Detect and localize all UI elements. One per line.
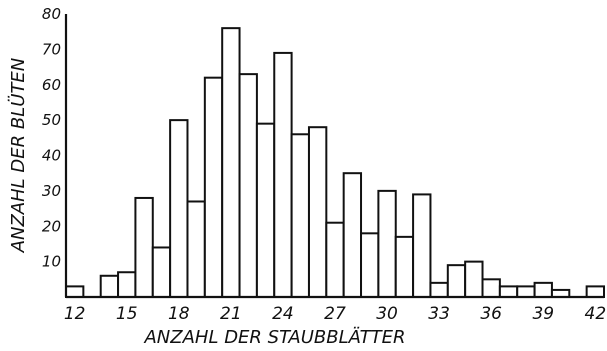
bar-16	[134, 196, 154, 298]
y-tick-label: 60	[42, 76, 61, 94]
x-tick-label: 18	[168, 304, 190, 324]
bar-29	[360, 232, 380, 298]
bar-27	[325, 221, 345, 298]
bar-33	[429, 281, 449, 299]
bar-31	[394, 235, 415, 299]
bar-22	[238, 73, 258, 298]
x-tick-label: 15	[116, 304, 138, 324]
y-axis-title: ANZAHL DER BLÜTEN	[7, 58, 29, 254]
bar-38	[516, 285, 536, 299]
bar-34	[446, 264, 467, 299]
x-tick-label: 21	[220, 304, 242, 324]
y-tick-label: 20	[42, 217, 61, 235]
bar-20	[203, 76, 224, 298]
bar-35	[464, 260, 484, 298]
bar-12	[65, 285, 85, 299]
bar-25	[290, 133, 310, 298]
y-tick-label: 70	[42, 40, 61, 58]
x-tick-label: 33	[428, 304, 450, 324]
bar-21	[221, 27, 241, 299]
x-axis-title: ANZAHL DER STAUBBLÄTTER	[143, 327, 405, 348]
bar-26	[307, 126, 328, 298]
y-tick-label: 40	[42, 147, 61, 165]
bar-23	[255, 122, 276, 298]
bar-36	[481, 278, 501, 298]
bar-19	[186, 200, 206, 298]
y-tick-label: 10	[42, 253, 61, 271]
bar-39	[533, 281, 553, 299]
x-tick-label: 42	[585, 304, 607, 324]
bar-24	[273, 51, 293, 298]
x-tick-label: 39	[532, 304, 554, 324]
x-tick-label: 27	[324, 304, 346, 324]
x-tick-label: 30	[376, 304, 398, 324]
bar-30	[377, 189, 397, 298]
x-tick-label: 12	[64, 304, 86, 324]
bar-18	[169, 119, 189, 298]
bar-32	[412, 193, 432, 299]
x-tick-label: 36	[480, 304, 502, 324]
x-tick-labels: 12 15 18 21 24 27 30 33 36 39 42	[64, 304, 606, 324]
bar-28	[342, 172, 363, 298]
y-tick-label: 30	[42, 182, 61, 200]
bars-group	[65, 27, 605, 299]
bar-42	[585, 285, 605, 299]
bar-15	[117, 271, 137, 298]
y-tick-label: 80	[42, 5, 61, 23]
bar-37	[498, 285, 519, 299]
bar-17	[151, 246, 172, 299]
x-tick-label: 24	[272, 304, 294, 324]
y-tick-label: 50	[42, 111, 61, 129]
bar-14	[99, 274, 120, 298]
y-tick-labels: 10 20 30 40 50 60 70 80	[42, 5, 61, 271]
